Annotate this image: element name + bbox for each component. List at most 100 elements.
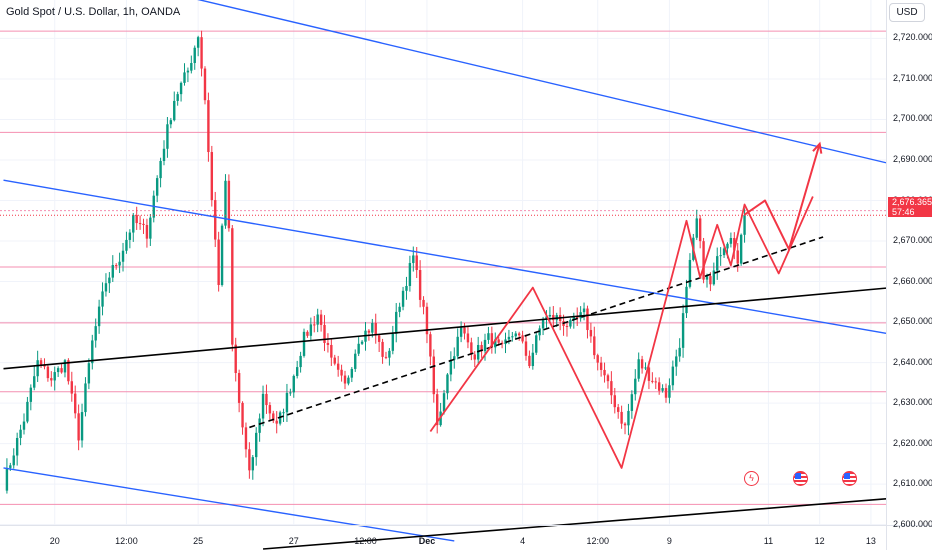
candle-body [97, 306, 101, 327]
candle-body [582, 308, 586, 313]
y-tick-label: 2,640.000 [893, 356, 932, 367]
candle-body [552, 314, 555, 321]
candles [0, 30, 886, 494]
candle-body [442, 393, 446, 412]
candle-body [627, 410, 630, 426]
flash-icon[interactable]: ϟ [744, 471, 759, 486]
candle-body [654, 381, 657, 383]
candle-body [517, 333, 521, 336]
candle-body [429, 334, 432, 357]
candle-body [227, 180, 231, 229]
candle-body [309, 324, 313, 336]
candle-body [367, 330, 371, 333]
trendline [197, 0, 887, 164]
x-tick-label: 20 [49, 536, 60, 546]
candle-body [155, 178, 159, 196]
candle-body [118, 261, 121, 266]
candle-body [265, 393, 268, 406]
candle-body [586, 308, 589, 331]
candle-body [436, 394, 439, 426]
candle-body [388, 350, 391, 358]
candle-body [712, 270, 716, 285]
candle-body [613, 395, 616, 408]
candle-body [446, 374, 449, 394]
candle-body [736, 250, 739, 264]
x-tick-label: 12:00 [115, 536, 138, 546]
candle-body [688, 259, 692, 287]
candle-body [166, 124, 169, 149]
projection-arrowhead [812, 141, 823, 154]
candle-body [569, 319, 572, 327]
candle-body [248, 449, 251, 471]
current-price: 2,676.365 [892, 197, 932, 207]
candle-body [449, 359, 453, 375]
candle-body [664, 388, 668, 398]
candle-body [142, 223, 145, 225]
candle-body [313, 324, 316, 326]
candle-body [695, 218, 698, 238]
candle-body [214, 200, 217, 240]
candle-body [422, 299, 425, 307]
candle-body [5, 467, 9, 491]
candle-body [593, 336, 596, 356]
currency-button[interactable]: USD [889, 3, 925, 22]
candle-body [186, 70, 190, 73]
x-tick-label: 12:00 [586, 536, 609, 546]
candle-body [709, 276, 712, 285]
candle-body [347, 377, 350, 384]
us-flag-icon[interactable] [793, 471, 808, 486]
candle-body [15, 437, 19, 456]
candle-body [84, 383, 87, 413]
candle-body [26, 401, 29, 422]
candle-body [292, 375, 295, 393]
horizontal-levels [0, 30, 886, 505]
x-tick-label: 4 [520, 536, 526, 546]
candle-body [541, 319, 545, 329]
candle-body [125, 239, 128, 251]
candle-body [514, 333, 517, 337]
candle-body [531, 352, 535, 367]
candle-body [70, 381, 73, 394]
candle-body [657, 382, 661, 391]
candle-body [302, 331, 306, 356]
candle-body [473, 354, 476, 360]
candle-body [395, 311, 398, 334]
candle-body [599, 362, 603, 370]
candle-body [60, 368, 63, 373]
candle-body [576, 316, 579, 319]
x-tick-label: 27 [288, 536, 299, 546]
candle-body [220, 225, 224, 286]
candle-body [285, 392, 289, 413]
trendlines [3, 0, 887, 550]
candle-body [644, 367, 647, 369]
candle-body [405, 285, 408, 291]
candle-body [39, 360, 43, 365]
candle-body [350, 368, 354, 378]
candle-body [244, 427, 248, 450]
candle-body [193, 47, 196, 64]
x-tick-label: 12:00 [354, 536, 377, 546]
candle-body [272, 413, 275, 421]
candle-body [357, 343, 360, 354]
trendline [3, 467, 455, 542]
candle-body [200, 37, 203, 69]
y-tick-label: 2,710.000 [893, 72, 932, 83]
candle-body [698, 218, 702, 242]
candle-body [603, 369, 606, 376]
candle-body [384, 356, 388, 358]
candle-body [739, 234, 743, 264]
candle-body [196, 37, 200, 48]
candle-body [169, 120, 173, 125]
candle-body [623, 423, 627, 426]
trendline [262, 497, 887, 550]
candle-body [415, 255, 418, 271]
candle-body [487, 333, 490, 340]
candle-body [398, 306, 401, 312]
us-flag-icon[interactable] [842, 471, 857, 486]
candle-body [480, 345, 483, 352]
candle-body [668, 385, 671, 398]
candle-body [19, 429, 22, 438]
candle-body [22, 421, 26, 430]
